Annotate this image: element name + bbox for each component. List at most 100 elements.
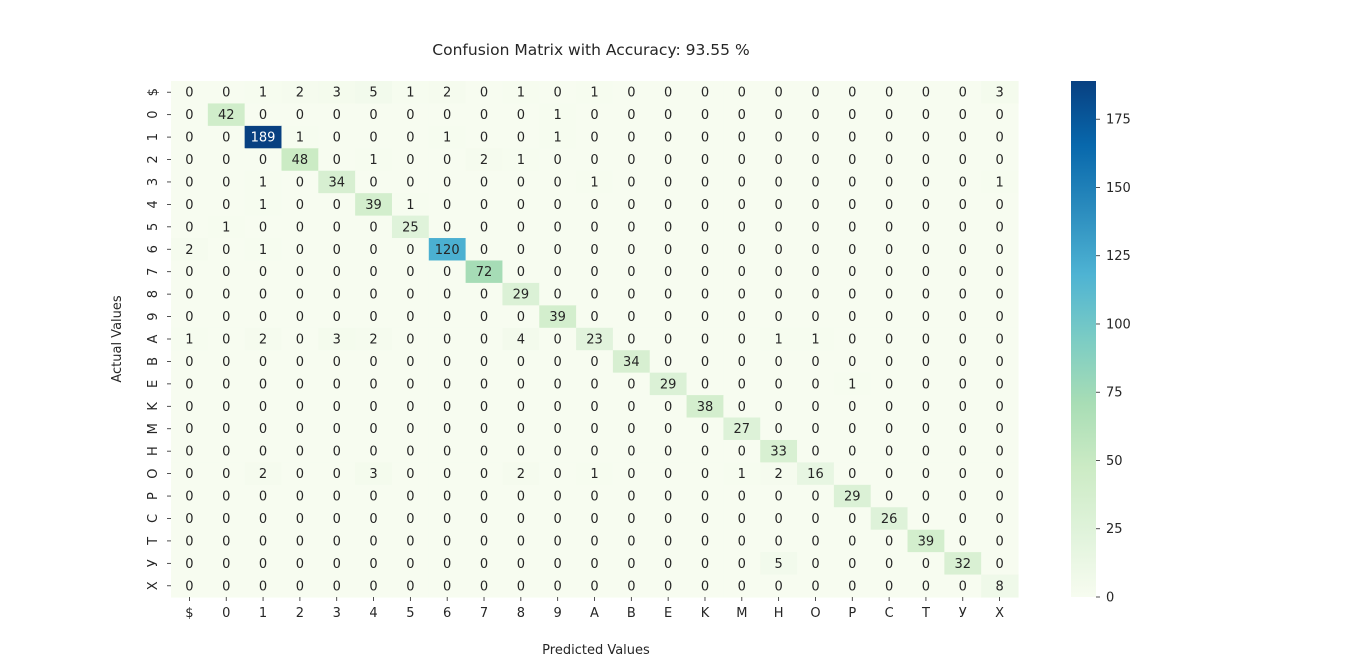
heatmap-cell xyxy=(760,484,798,508)
heatmap-cell xyxy=(612,215,651,239)
cell-value: 0 xyxy=(995,557,1003,572)
cell-value: 0 xyxy=(774,220,782,235)
heatmap-cell xyxy=(944,103,982,127)
cell-value: 34 xyxy=(623,355,640,370)
heatmap-cell xyxy=(391,238,430,262)
heatmap-cell xyxy=(391,282,430,306)
cell-value: 0 xyxy=(296,175,304,190)
cell-value: 0 xyxy=(517,490,525,505)
y-tick-label: A xyxy=(146,334,161,343)
heatmap-cell xyxy=(907,529,945,553)
heatmap-cell xyxy=(244,484,283,508)
heatmap-cell xyxy=(281,260,319,284)
heatmap-cell xyxy=(981,81,1019,105)
heatmap-cell xyxy=(318,417,356,441)
heatmap-cell xyxy=(612,170,651,194)
heatmap-cell xyxy=(870,372,909,396)
cell-value: 0 xyxy=(627,175,635,190)
cell-value: 26 xyxy=(881,512,898,527)
cell-value: 0 xyxy=(959,288,967,303)
cell-value: 0 xyxy=(774,377,782,392)
heatmap-cell xyxy=(502,395,540,419)
heatmap-cell xyxy=(760,193,798,217)
cell-value: 0 xyxy=(443,220,451,235)
cell-value: 0 xyxy=(959,534,967,549)
heatmap-cell xyxy=(760,260,798,284)
cell-value: 0 xyxy=(701,355,709,370)
heatmap-cell xyxy=(207,125,246,149)
cell-value: 0 xyxy=(296,445,304,460)
heatmap-cell xyxy=(870,193,909,217)
heatmap-cell xyxy=(833,103,872,127)
heatmap-cell xyxy=(944,439,982,463)
heatmap-cell xyxy=(171,350,209,374)
heatmap-cell xyxy=(539,238,577,262)
heatmap-cell xyxy=(723,395,761,419)
cell-value: 0 xyxy=(480,534,488,549)
cell-value: 0 xyxy=(664,198,672,213)
cell-value: 0 xyxy=(333,131,341,146)
cell-value: 0 xyxy=(664,467,672,482)
cell-value: 0 xyxy=(406,467,414,482)
heatmap-cell xyxy=(723,462,761,486)
heatmap-cell xyxy=(171,125,209,149)
heatmap-cell xyxy=(686,238,724,262)
cell-value: 0 xyxy=(811,557,819,572)
x-axis: $0 1 2 3 4 5 6 7 8 9 A B E K M H O P C T У X xyxy=(185,597,1004,621)
x-tick-label: 0 xyxy=(222,606,230,621)
heatmap-cell xyxy=(576,238,614,262)
cell-value: 5 xyxy=(774,557,782,572)
heatmap-cell xyxy=(502,148,540,172)
heatmap-cell xyxy=(612,507,651,531)
heatmap-cell xyxy=(760,238,798,262)
heatmap-cell xyxy=(981,439,1019,463)
cell-value: 0 xyxy=(185,265,193,280)
cell-value: 3 xyxy=(333,333,341,348)
heatmap-cell xyxy=(428,125,467,149)
heatmap-cell xyxy=(981,350,1019,374)
cell-value: 0 xyxy=(517,310,525,325)
cell-value: 0 xyxy=(406,377,414,392)
cell-value: 0 xyxy=(222,86,230,101)
heatmap-cell xyxy=(207,81,246,105)
cell-value: 0 xyxy=(222,131,230,146)
cell-value: 0 xyxy=(406,512,414,527)
cell-value: 0 xyxy=(885,220,893,235)
heatmap-cell xyxy=(981,395,1019,419)
cell-value: 1 xyxy=(517,86,525,101)
cell-value: 0 xyxy=(406,265,414,280)
heatmap-cell xyxy=(833,148,872,172)
cell-value: 0 xyxy=(222,265,230,280)
cell-value: 0 xyxy=(738,108,746,123)
cell-value: 0 xyxy=(627,579,635,594)
heatmap-cell xyxy=(318,439,356,463)
cell-value: 0 xyxy=(554,198,562,213)
heatmap-cell xyxy=(981,305,1019,329)
heatmap-cell xyxy=(870,125,909,149)
cell-value: 0 xyxy=(554,490,562,505)
cell-value: 0 xyxy=(296,579,304,594)
y-tick-label: 6 xyxy=(146,245,161,253)
cell-value: 0 xyxy=(627,467,635,482)
cell-value: 0 xyxy=(185,422,193,437)
cell-value: 0 xyxy=(259,220,267,235)
heatmap-cell xyxy=(576,484,614,508)
cell-value: 0 xyxy=(995,131,1003,146)
heatmap-cell xyxy=(281,462,319,486)
heatmap-cell xyxy=(391,395,430,419)
cell-value: 0 xyxy=(848,333,856,348)
cell-value: 1 xyxy=(406,198,414,213)
heatmap-cell xyxy=(649,529,688,553)
cell-value: 0 xyxy=(443,579,451,594)
heatmap-cell xyxy=(576,148,614,172)
heatmap-cell xyxy=(723,574,761,598)
heatmap-cell xyxy=(502,439,540,463)
cell-value: 0 xyxy=(333,512,341,527)
heatmap-cell xyxy=(244,417,283,441)
heatmap-cell xyxy=(355,484,393,508)
cell-value: 0 xyxy=(627,310,635,325)
heatmap-cell xyxy=(576,507,614,531)
heatmap-cell xyxy=(539,395,577,419)
colorbar-tick-label: 25 xyxy=(1106,522,1123,537)
cell-value: 39 xyxy=(918,534,935,549)
